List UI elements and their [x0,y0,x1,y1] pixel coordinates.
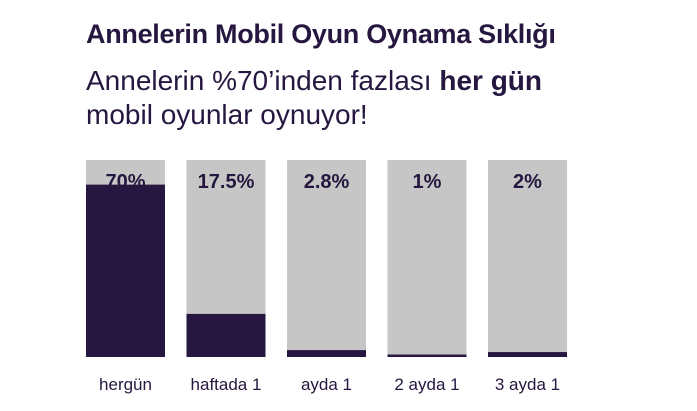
subtitle-prefix: Annelerin %70’inden fazlası [86,65,440,96]
category-label-0: hergün [99,375,152,394]
bar-track-4 [488,160,567,357]
bar-3 [387,354,467,357]
value-label-4: 2% [513,171,542,193]
bar-1 [186,313,266,357]
value-label-3: 1% [413,171,442,193]
bar-track-3 [387,160,467,357]
subtitle-emphasis: her gün [439,65,543,96]
chart-subtitle: Annelerin %70’inden fazlası her gün mobi… [86,64,646,132]
category-label-3: 2 ayda 1 [394,375,459,394]
value-label-1: 17.5% [198,171,255,193]
value-label-0: 70% [105,171,145,193]
bar-0 [86,184,165,357]
subtitle-line-1: Annelerin %70’inden fazlası her gün [86,64,646,98]
bar-2 [287,350,366,357]
category-label-2: ayda 1 [301,375,352,394]
bar-track-2 [287,160,366,357]
category-label-1: haftada 1 [191,375,262,394]
value-label-2: 2.8% [304,171,350,193]
chart-title: Annelerin Mobil Oyun Oynama Sıklığı [86,19,556,49]
bar-4 [488,352,567,357]
subtitle-line-2: mobil oyunlar oynuyor! [86,99,368,130]
category-label-4: 3 ayda 1 [495,375,560,394]
